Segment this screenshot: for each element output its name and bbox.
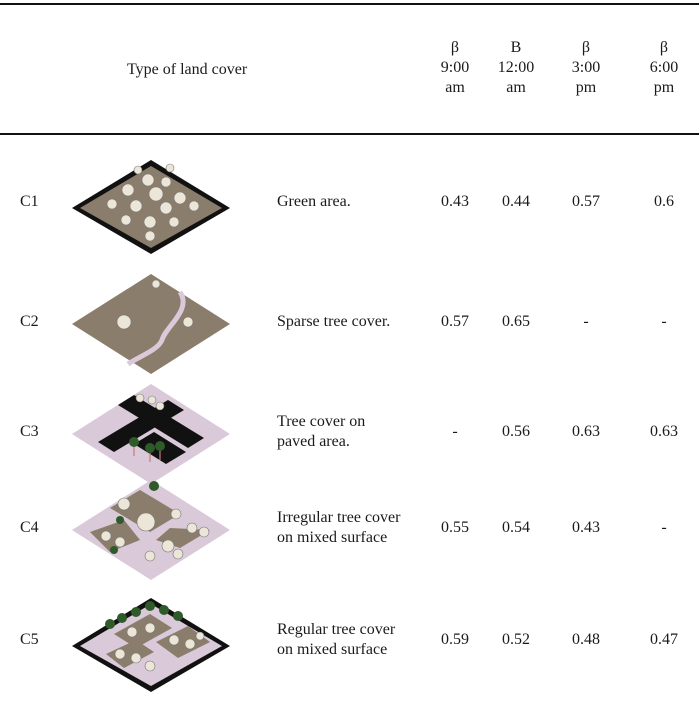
value-9am: -: [452, 423, 458, 440]
header-land-cover-type: Type of land cover: [127, 61, 248, 78]
value-3pm: -: [583, 313, 589, 330]
value-9am: 0.57: [441, 313, 469, 330]
value-3pm: 0.43: [572, 519, 600, 536]
row-code: C3: [20, 423, 39, 440]
irregular-tree-cover-thumbnail: [72, 480, 230, 580]
table-row: C4 Irregular tree cover on mixed surface…: [0, 473, 699, 583]
header-time: 6:00: [649, 59, 679, 76]
regular-tree-cover-thumbnail: [72, 598, 230, 692]
table-row: C1 Green area. 0.43 0.44 0.57 0.6: [0, 147, 699, 257]
header-symbol: β: [450, 39, 460, 56]
value-9am: 0.59: [441, 631, 469, 648]
header-symbol: B: [510, 39, 522, 56]
header-symbol: β: [581, 39, 591, 56]
value-12am: 0.54: [502, 519, 530, 536]
header-col-9am: β 9:00 am: [425, 38, 485, 98]
header-col-3pm: β 3:00 pm: [556, 38, 616, 98]
value-6pm: -: [661, 519, 667, 536]
value-9am: 0.55: [441, 519, 469, 536]
header-symbol: β: [659, 39, 669, 56]
header-bottom-rule: [0, 133, 699, 135]
value-3pm: 0.63: [572, 423, 600, 440]
header-col-6pm: β 6:00 pm: [634, 38, 694, 98]
land-cover-description: Tree cover on paved area.: [277, 413, 366, 450]
header-col-12am: B 12:00 am: [486, 38, 546, 98]
row-code: C5: [20, 631, 39, 648]
header-period: am: [506, 79, 526, 96]
green-area-thumbnail: [72, 160, 230, 254]
row-code: C4: [20, 519, 39, 536]
value-12am: 0.52: [502, 631, 530, 648]
value-12am: 0.56: [502, 423, 530, 440]
value-3pm: 0.48: [572, 631, 600, 648]
value-6pm: 0.6: [654, 193, 674, 210]
table-row: C5 Regular tree cover on mixed surface 0…: [0, 585, 699, 695]
header-period: am: [445, 79, 465, 96]
header-period: pm: [653, 79, 675, 96]
value-6pm: 0.63: [650, 423, 678, 440]
value-6pm: -: [661, 313, 667, 330]
value-9am: 0.43: [441, 193, 469, 210]
value-12am: 0.65: [502, 313, 530, 330]
row-code: C1: [20, 193, 39, 210]
land-cover-description: Green area.: [277, 193, 351, 210]
table-row: C3 Tree cover on paved area. - 0.56 0.63…: [0, 377, 699, 487]
header-time: 3:00: [571, 59, 601, 76]
land-cover-description: Sparse tree cover.: [277, 313, 391, 330]
sparse-tree-cover-thumbnail: [72, 274, 230, 374]
row-code: C2: [20, 313, 39, 330]
table-row: C2 Sparse tree cover. 0.57 0.65 - -: [0, 267, 699, 377]
table-top-rule: [0, 3, 699, 5]
value-6pm: 0.47: [650, 631, 678, 648]
value-3pm: 0.57: [572, 193, 600, 210]
land-cover-description: Irregular tree cover on mixed surface: [277, 509, 401, 546]
land-cover-description: Regular tree cover on mixed surface: [277, 621, 396, 658]
value-12am: 0.44: [502, 193, 530, 210]
header-time: 12:00: [497, 59, 535, 76]
header-time: 9:00: [440, 59, 470, 76]
tree-cover-paved-thumbnail: [72, 384, 230, 484]
header-period: pm: [575, 79, 597, 96]
